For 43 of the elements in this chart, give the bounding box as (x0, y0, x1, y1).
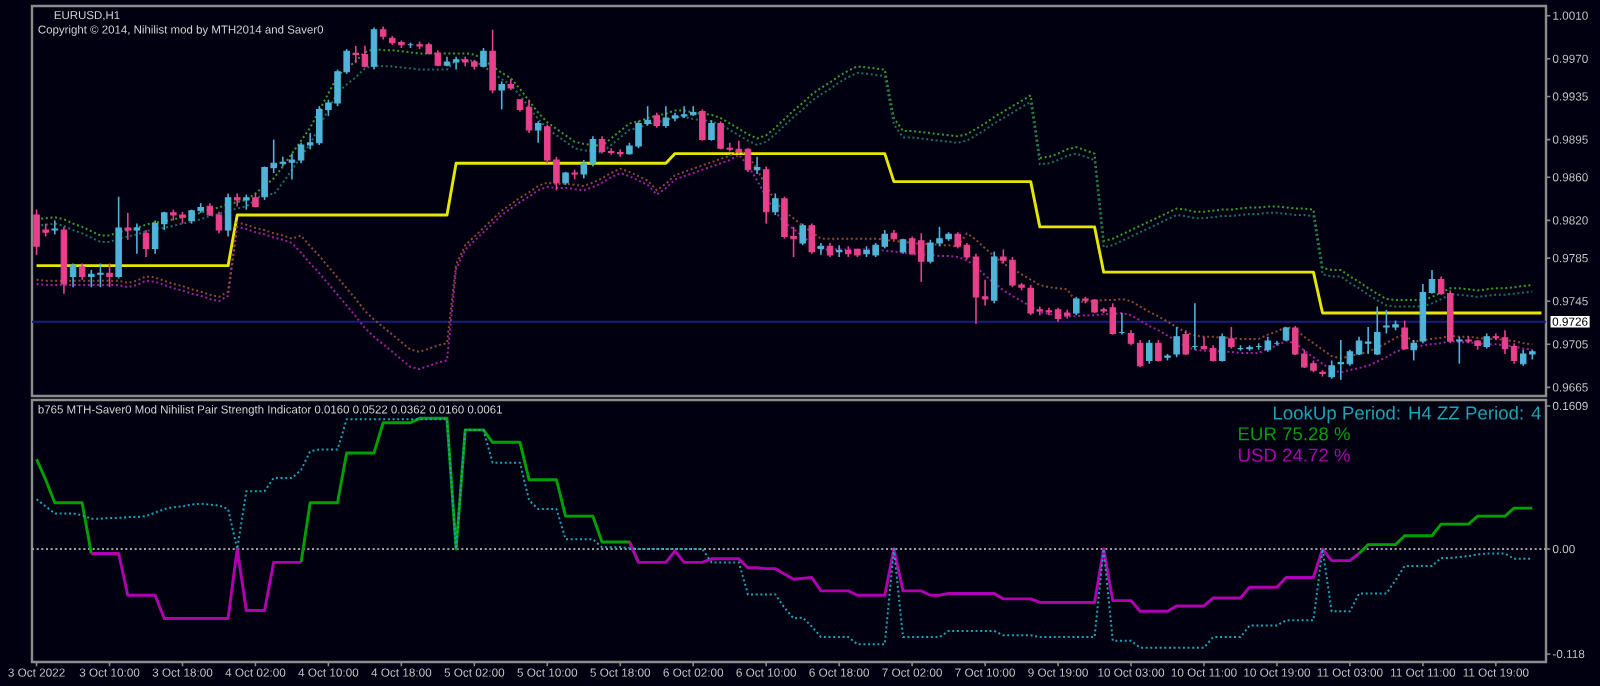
candlestick (990, 250, 998, 305)
candlestick (708, 119, 715, 142)
candlestick (534, 120, 542, 144)
candlestick (124, 212, 132, 241)
candlestick (1173, 326, 1180, 359)
candlestick (917, 232, 925, 283)
candlestick (1145, 339, 1153, 365)
candlestick (1136, 339, 1144, 368)
candlestick (1328, 359, 1335, 380)
candlestick (753, 156, 761, 175)
candlestick (133, 222, 141, 255)
candlestick (835, 244, 843, 258)
candlestick (762, 165, 770, 225)
candlestick (142, 229, 150, 258)
candlestick (808, 222, 816, 255)
candlestick (1456, 335, 1463, 365)
candlestick (699, 108, 706, 142)
candlestick (1182, 329, 1190, 356)
candlestick (69, 262, 77, 288)
candlestick (1401, 319, 1408, 351)
candlestick (817, 242, 825, 256)
candlestick (370, 26, 378, 71)
candlestick (799, 222, 806, 246)
candlestick (106, 262, 113, 288)
candlestick (525, 98, 533, 134)
candlestick (1155, 339, 1162, 363)
candlestick (489, 28, 496, 95)
candlestick (1228, 326, 1235, 350)
candlestick (1510, 342, 1518, 365)
candlestick (1218, 332, 1226, 363)
annotation: LookUp Period: H4 ZZ Period: 4 (1273, 405, 1541, 424)
candlestick (772, 192, 779, 216)
candlestick (51, 219, 59, 236)
candlestick (616, 148, 624, 158)
annotation: EUR 75.28 % (1239, 427, 1350, 441)
candlestick (662, 105, 670, 129)
candlestick (498, 80, 505, 111)
candlestick (352, 45, 360, 64)
candlestick (1073, 296, 1080, 316)
candlestick (1410, 339, 1418, 362)
candlestick (1337, 339, 1345, 381)
annotation: USD 24.72 % (1238, 448, 1350, 462)
candlestick (224, 192, 232, 238)
